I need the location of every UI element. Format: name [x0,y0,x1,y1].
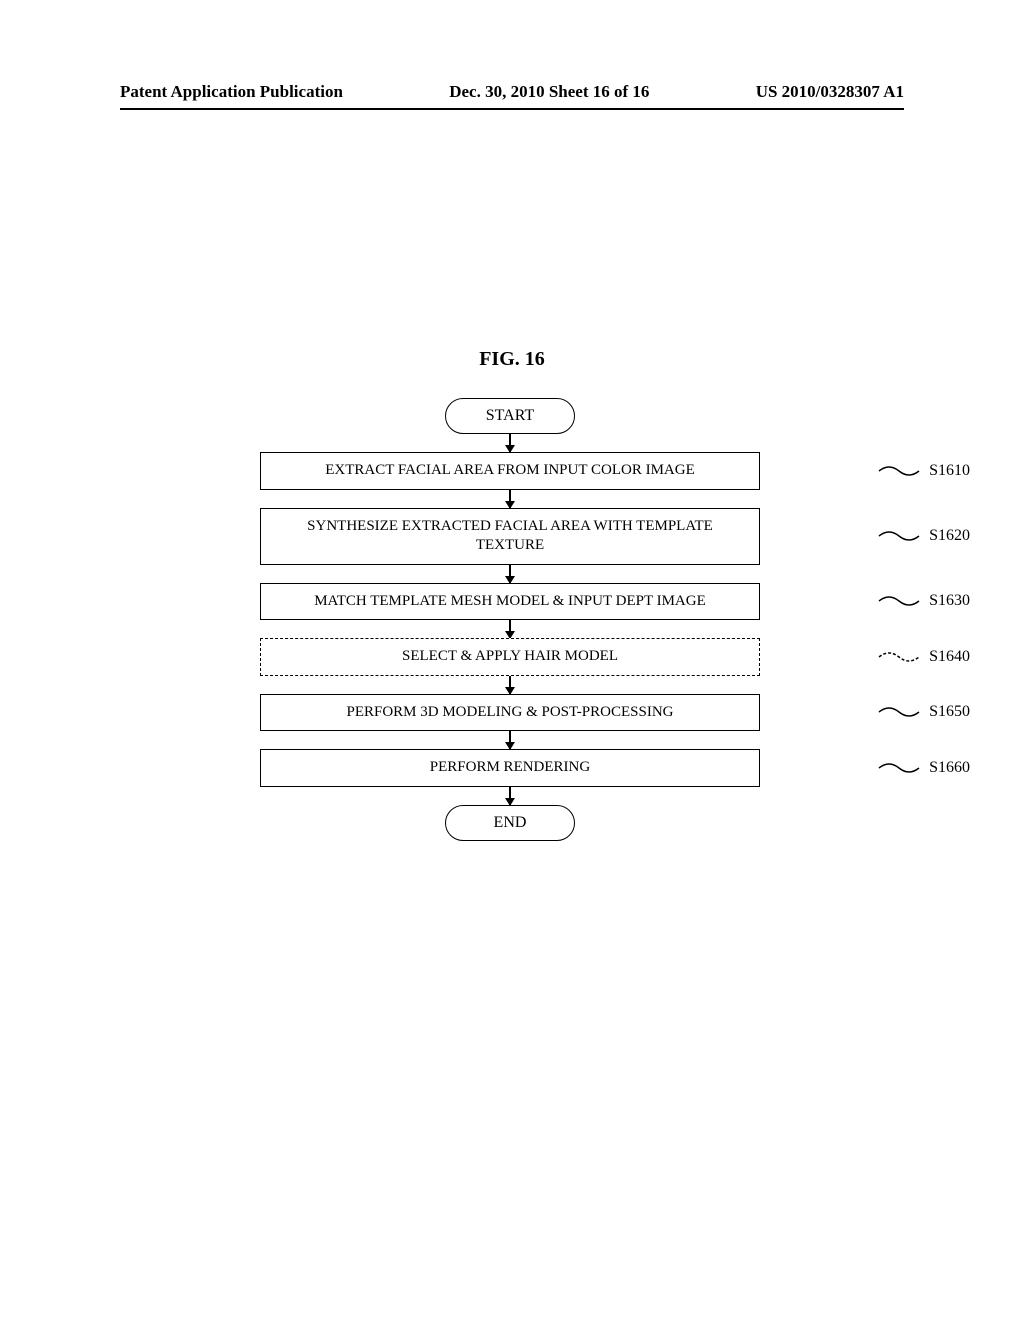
end-terminator: END [445,805,575,841]
connector-curve-icon [877,526,925,546]
flow-arrow [509,565,511,583]
process-box: PERFORM RENDERING [260,749,760,787]
header-publication: Patent Application Publication [120,82,343,102]
process-box-dashed: SELECT & APPLY HAIR MODEL [260,638,760,676]
flow-arrow [509,620,511,638]
flow-arrow [509,434,511,452]
step-ref-label: S1640 [877,647,970,667]
step-ref-label: S1650 [877,702,970,722]
process-box: PERFORM 3D MODELING & POST-PROCESSING [260,694,760,732]
step-s1640: SELECT & APPLY HAIR MODEL S1640 [180,638,840,676]
step-ref-label: S1660 [877,758,970,778]
figure-title: FIG. 16 [0,348,1024,371]
flow-arrow [509,676,511,694]
connector-curve-icon [877,647,925,667]
header-divider [120,108,904,110]
flow-arrow [509,731,511,749]
step-text: EXTRACT FACIAL AREA FROM INPUT COLOR IMA… [325,462,694,478]
header-patent-number: US 2010/0328307 A1 [756,82,904,102]
step-text: SELECT & APPLY HAIR MODEL [402,648,618,664]
step-text: PERFORM RENDERING [430,759,590,775]
flowchart-container: START EXTRACT FACIAL AREA FROM INPUT COL… [180,398,840,841]
process-box: SYNTHESIZE EXTRACTED FACIAL AREA WITH TE… [260,508,760,565]
start-terminator: START [445,398,575,434]
step-text: PERFORM 3D MODELING & POST-PROCESSING [346,704,673,720]
step-ref-label: S1630 [877,591,970,611]
step-s1630: MATCH TEMPLATE MESH MODEL & INPUT DEPT I… [180,583,840,621]
connector-curve-icon [877,591,925,611]
connector-curve-icon [877,702,925,722]
flow-arrow [509,490,511,508]
step-s1660: PERFORM RENDERING S1660 [180,749,840,787]
process-box: EXTRACT FACIAL AREA FROM INPUT COLOR IMA… [260,452,760,490]
step-s1620: SYNTHESIZE EXTRACTED FACIAL AREA WITH TE… [180,508,840,565]
header-date-sheet: Dec. 30, 2010 Sheet 16 of 16 [449,82,649,102]
process-box: MATCH TEMPLATE MESH MODEL & INPUT DEPT I… [260,583,760,621]
start-label: START [486,407,534,425]
connector-curve-icon [877,758,925,778]
step-ref-label: S1610 [877,461,970,481]
step-s1610: EXTRACT FACIAL AREA FROM INPUT COLOR IMA… [180,452,840,490]
connector-curve-icon [877,461,925,481]
end-label: END [494,814,527,832]
step-text: MATCH TEMPLATE MESH MODEL & INPUT DEPT I… [314,593,706,609]
flow-arrow [509,787,511,805]
step-s1650: PERFORM 3D MODELING & POST-PROCESSING S1… [180,694,840,732]
step-text: SYNTHESIZE EXTRACTED FACIAL AREA WITH TE… [307,518,713,554]
step-ref-label: S1620 [877,526,970,546]
page-header: Patent Application Publication Dec. 30, … [0,82,1024,102]
